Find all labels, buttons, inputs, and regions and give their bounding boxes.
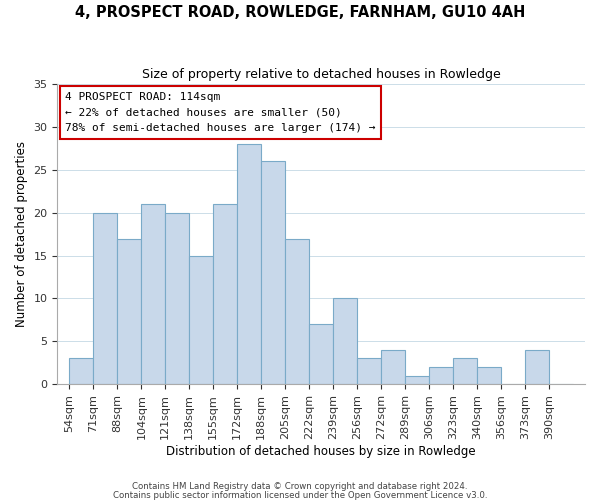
Bar bbox=[309, 324, 333, 384]
Bar bbox=[190, 256, 213, 384]
Bar bbox=[477, 367, 501, 384]
Bar bbox=[525, 350, 549, 384]
Bar bbox=[166, 213, 190, 384]
Bar bbox=[381, 350, 405, 384]
Bar bbox=[357, 358, 381, 384]
Bar bbox=[285, 238, 309, 384]
Bar bbox=[429, 367, 453, 384]
Text: 4 PROSPECT ROAD: 114sqm
← 22% of detached houses are smaller (50)
78% of semi-de: 4 PROSPECT ROAD: 114sqm ← 22% of detache… bbox=[65, 92, 376, 133]
Bar bbox=[118, 238, 142, 384]
Bar bbox=[261, 162, 285, 384]
Bar bbox=[333, 298, 357, 384]
Text: Contains HM Land Registry data © Crown copyright and database right 2024.: Contains HM Land Registry data © Crown c… bbox=[132, 482, 468, 491]
Y-axis label: Number of detached properties: Number of detached properties bbox=[15, 142, 28, 328]
Bar bbox=[94, 213, 118, 384]
Bar bbox=[453, 358, 477, 384]
Bar bbox=[237, 144, 261, 384]
Bar bbox=[405, 376, 429, 384]
Text: Contains public sector information licensed under the Open Government Licence v3: Contains public sector information licen… bbox=[113, 491, 487, 500]
Title: Size of property relative to detached houses in Rowledge: Size of property relative to detached ho… bbox=[142, 68, 500, 80]
Bar bbox=[70, 358, 94, 384]
Bar bbox=[213, 204, 237, 384]
Text: 4, PROSPECT ROAD, ROWLEDGE, FARNHAM, GU10 4AH: 4, PROSPECT ROAD, ROWLEDGE, FARNHAM, GU1… bbox=[75, 5, 525, 20]
Bar bbox=[142, 204, 166, 384]
X-axis label: Distribution of detached houses by size in Rowledge: Distribution of detached houses by size … bbox=[166, 444, 476, 458]
